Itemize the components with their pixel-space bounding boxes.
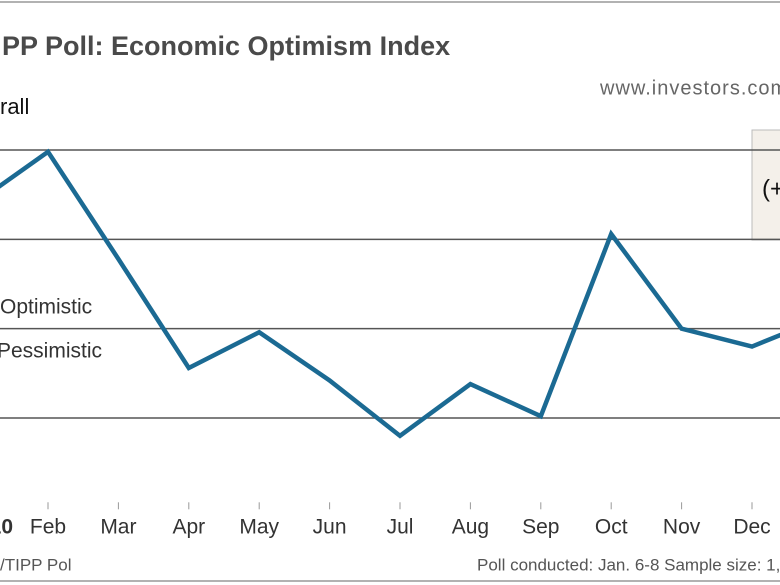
x-tick-label: 10 xyxy=(0,516,13,539)
subtitle: rall xyxy=(0,94,29,119)
x-tick-label: Feb xyxy=(30,516,66,539)
annotation: (+ xyxy=(762,175,780,202)
footer-right: Poll conducted: Jan. 6-8 Sample size: 1, xyxy=(477,555,780,574)
data-line xyxy=(0,148,780,439)
x-tick-label: Oct xyxy=(595,516,628,539)
band-label: Pessimistic xyxy=(0,340,102,363)
x-tick-label: May xyxy=(239,516,279,539)
x-tick-label: Sep xyxy=(522,516,559,539)
x-tick-label: Nov xyxy=(663,516,701,539)
x-tick-label: Jul xyxy=(387,516,414,539)
source-url: www.investors.com xyxy=(599,77,780,99)
x-tick-label: Jun xyxy=(313,516,347,539)
band-label: Optimistic xyxy=(0,296,92,319)
chart-title: PP Poll: Economic Optimism Index xyxy=(2,31,450,61)
x-tick-label: Mar xyxy=(100,516,136,539)
footer-left: /TIPP Pol xyxy=(0,555,72,574)
x-tick-label: Aug xyxy=(452,516,489,539)
x-tick-label: Dec xyxy=(733,516,770,539)
x-tick-label: Apr xyxy=(172,516,205,539)
annotation-box xyxy=(751,129,780,241)
